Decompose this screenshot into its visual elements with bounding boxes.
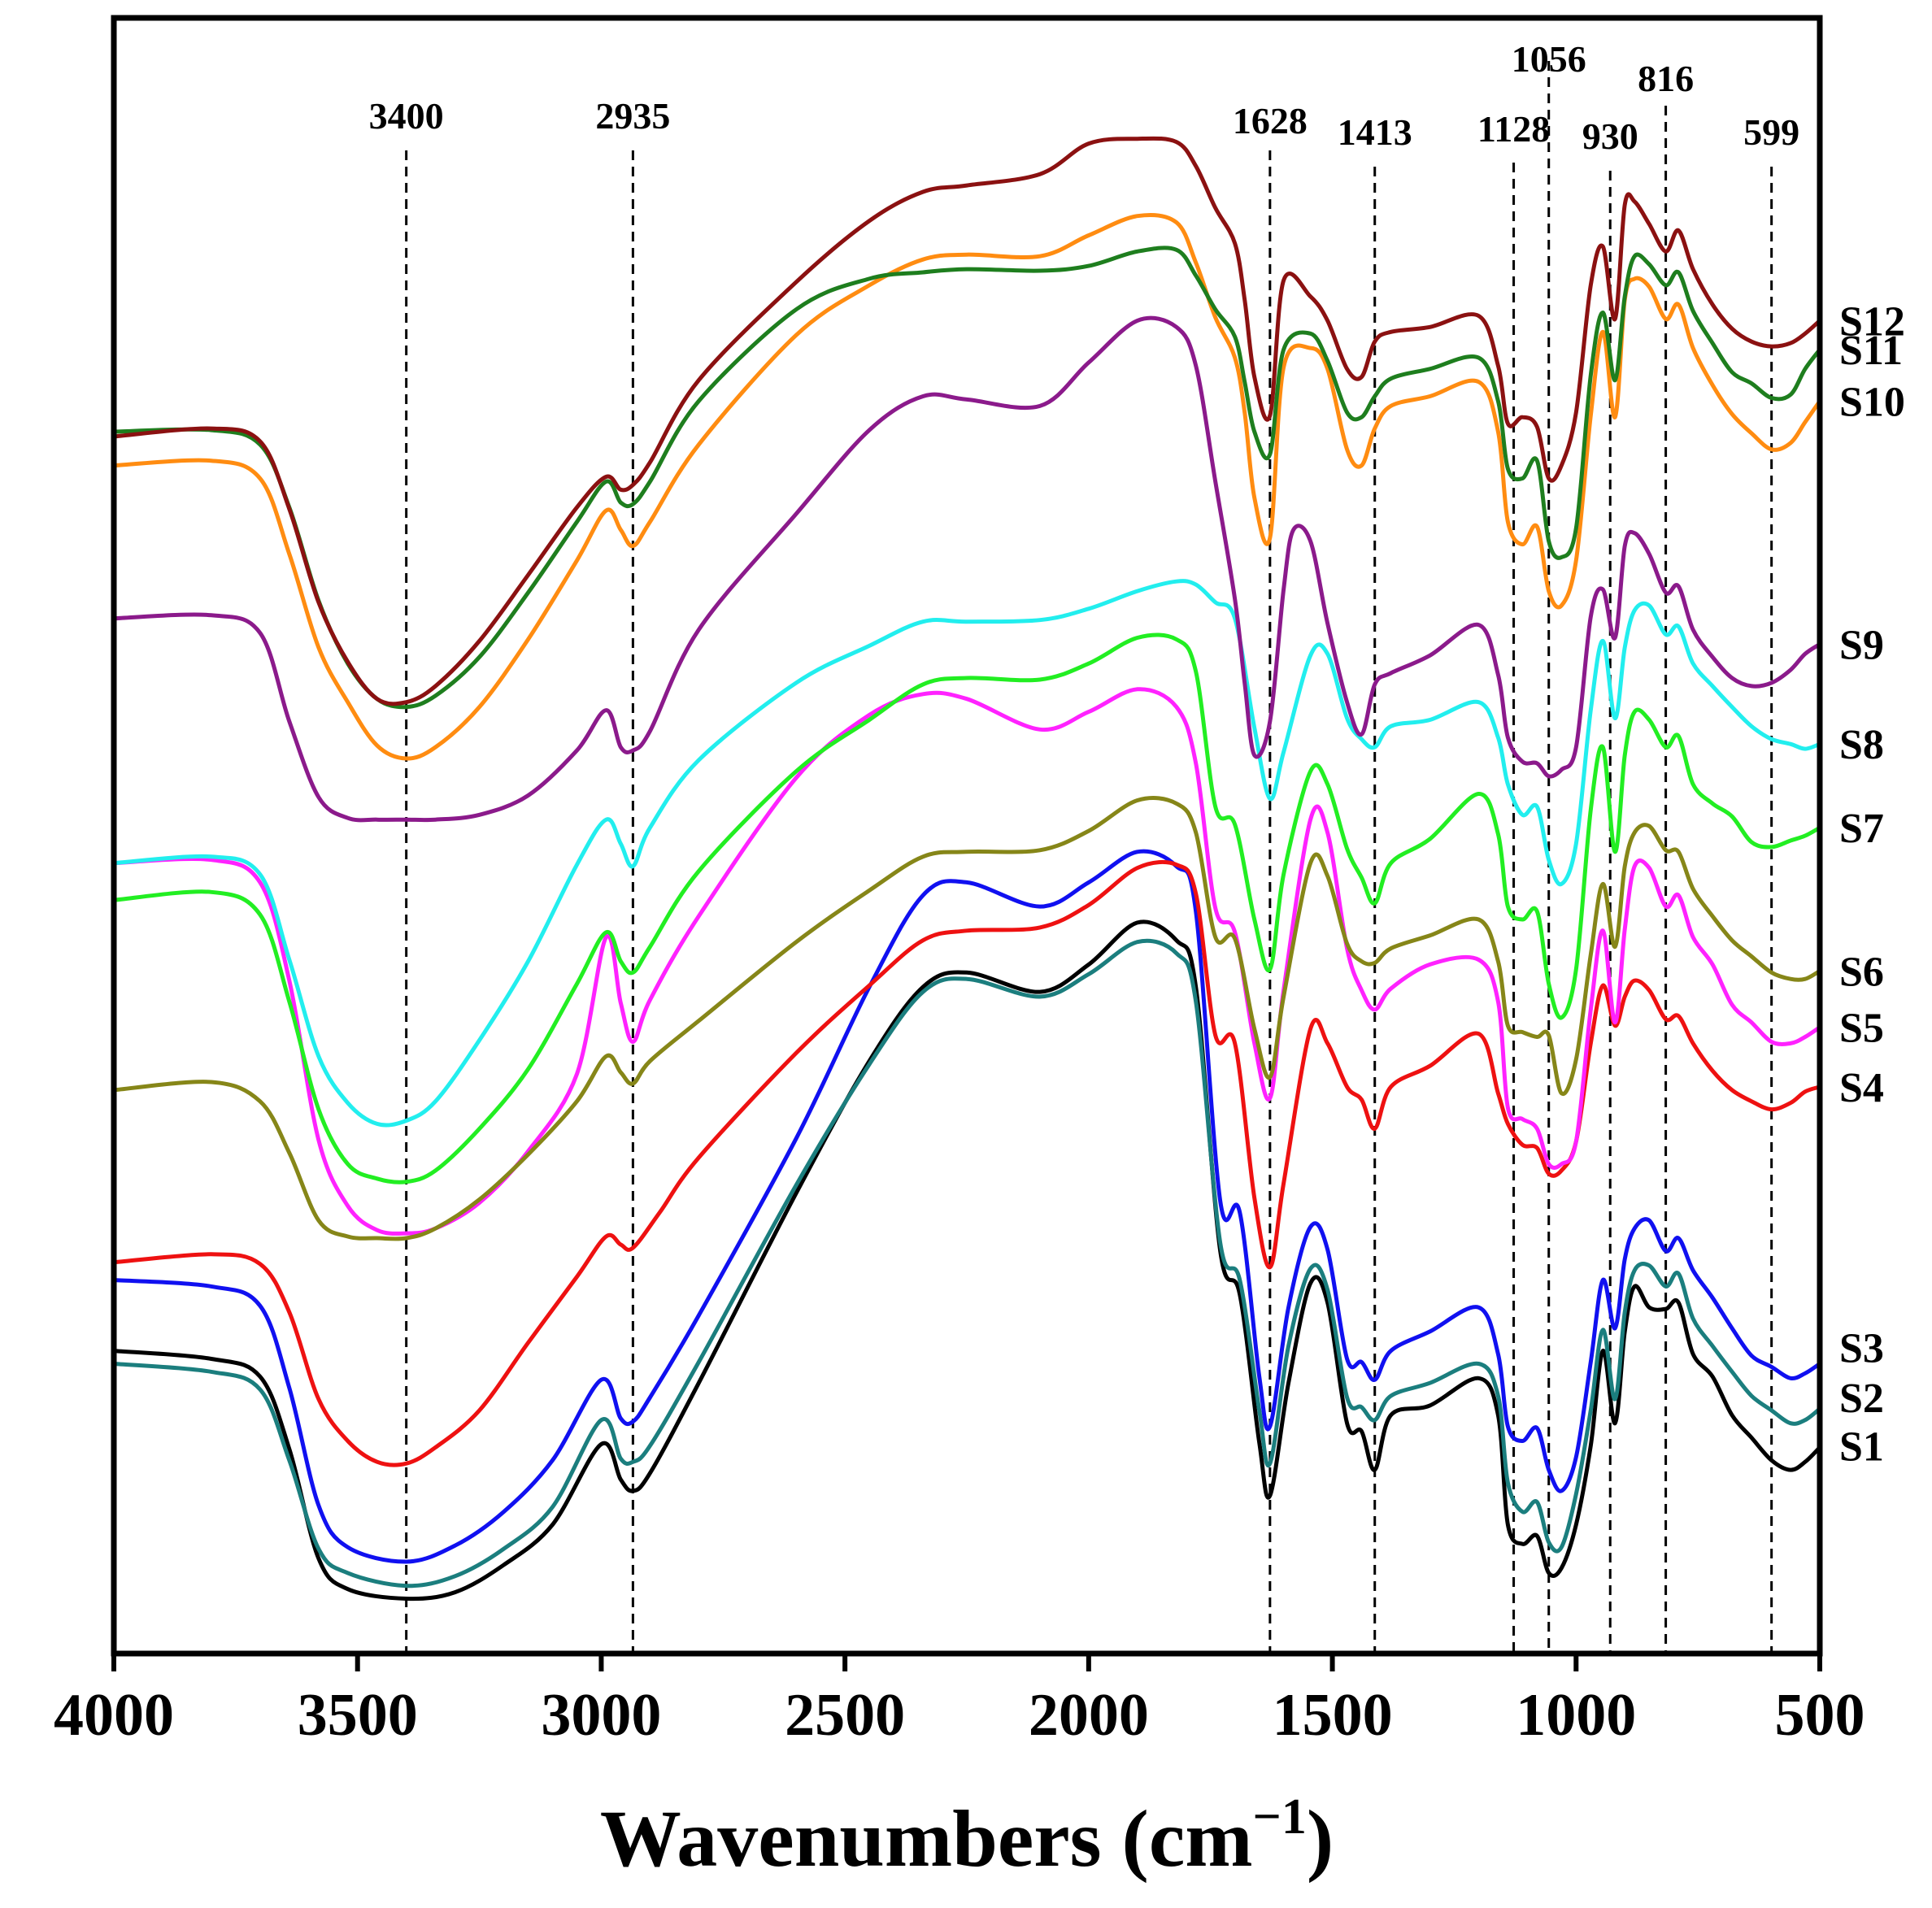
spectrum-s7 xyxy=(111,632,1822,1184)
x-axis-title-close: ) xyxy=(1307,1793,1334,1884)
plot-frame xyxy=(111,15,1823,1657)
spectrum-s2 xyxy=(111,938,1822,1589)
peak-label-816: 816 xyxy=(1638,58,1694,99)
x-tick-label: 4000 xyxy=(54,1682,174,1749)
x-tick-label: 1500 xyxy=(1273,1682,1393,1749)
series-label-s9: S9 xyxy=(1839,622,1884,668)
x-tick-label: 3000 xyxy=(541,1682,661,1749)
peak-label-1128: 1128 xyxy=(1477,108,1550,150)
x-tick-label: 3500 xyxy=(298,1682,418,1749)
peak-lines xyxy=(405,61,1773,1654)
peak-label-1413: 1413 xyxy=(1338,111,1412,153)
spectrum-s8 xyxy=(111,579,1822,1128)
series-label-s11: S11 xyxy=(1839,328,1903,374)
x-axis-ticks: 4000 3500 3000 2500 2000 1500 1000 500 xyxy=(54,1654,1865,1749)
peak-label-1056: 1056 xyxy=(1512,38,1586,80)
x-tick-label: 500 xyxy=(1775,1682,1865,1749)
series-label-s6: S6 xyxy=(1839,949,1884,995)
series-label-s10: S10 xyxy=(1839,379,1905,425)
spectrum-s5 xyxy=(111,687,1822,1236)
x-axis-title-superscript: −1 xyxy=(1253,1789,1307,1845)
x-axis-title-text: Wavenumbers (cm xyxy=(600,1793,1253,1884)
series-label-s2: S2 xyxy=(1839,1376,1884,1422)
series-label-s3: S3 xyxy=(1839,1326,1884,1372)
x-tick-label: 2500 xyxy=(785,1682,905,1749)
spectrum-s12 xyxy=(111,136,1822,706)
x-tick-label: 2000 xyxy=(1029,1682,1149,1749)
spectrum-s4 xyxy=(111,859,1822,1467)
series-label-s12: S12 xyxy=(1839,298,1905,345)
spectrum-s3 xyxy=(111,849,1822,1564)
peak-label-599: 599 xyxy=(1743,111,1799,153)
series-label-s4: S4 xyxy=(1839,1065,1884,1111)
spectrum-s1 xyxy=(111,919,1822,1602)
x-axis-title: Wavenumbers (cm−1) xyxy=(600,1789,1334,1884)
peak-label-930: 930 xyxy=(1582,115,1638,157)
series-label-s7: S7 xyxy=(1839,806,1884,852)
series-label-s5: S5 xyxy=(1839,1006,1884,1052)
peak-label-3400: 3400 xyxy=(369,95,444,137)
spectrum-s11 xyxy=(111,246,1822,710)
spectrum-curves xyxy=(111,136,1822,1602)
series-label-s8: S8 xyxy=(1839,722,1884,768)
x-tick-label: 1000 xyxy=(1516,1682,1636,1749)
series-label-s1: S1 xyxy=(1839,1423,1884,1470)
spectrum-s9 xyxy=(111,315,1822,823)
spectrum-s6 xyxy=(111,796,1822,1241)
peak-label-2935: 2935 xyxy=(595,95,670,137)
peak-label-1628: 1628 xyxy=(1233,100,1308,141)
